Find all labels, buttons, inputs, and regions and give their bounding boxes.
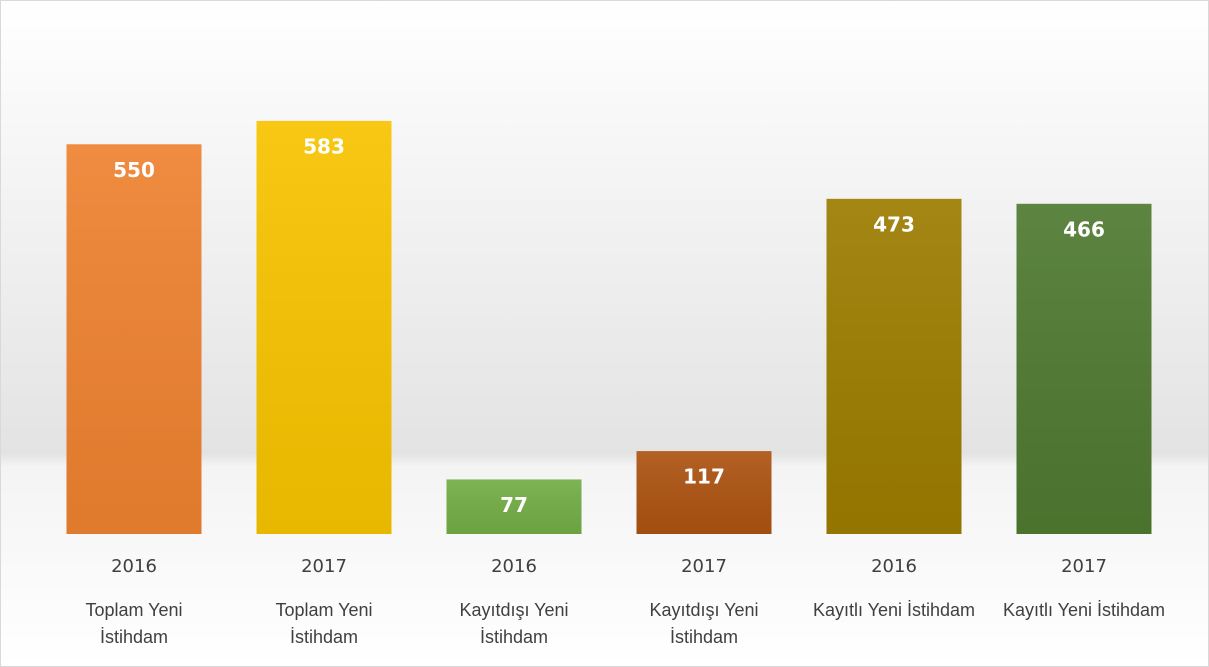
bar-shade (256, 120, 392, 534)
group-label: Kayıtlı Yeni İstihdam (812, 600, 976, 620)
bar-shade (446, 479, 582, 534)
group-label: Kayıtlı Yeni İstihdam (1002, 600, 1166, 620)
x-tick-label: 2017 (681, 556, 727, 577)
bar-shade (1016, 203, 1152, 534)
group-label: Toplam Yeni İstihdam (275, 600, 373, 647)
x-tick-label: 2016 (491, 556, 537, 577)
x-tick-label: 2016 (111, 556, 157, 577)
bar-shade (66, 144, 202, 535)
x-tick-label: 2017 (301, 556, 347, 577)
data-label: 473 (873, 212, 915, 236)
data-label: 117 (683, 465, 725, 489)
x-tick-label: 2016 (871, 556, 917, 577)
data-label: 583 (303, 134, 345, 158)
x-tick-label: 2017 (1061, 556, 1107, 577)
group-label: Toplam Yeni İstihdam (85, 600, 183, 647)
bar-shade (636, 451, 772, 534)
group-label: Kayıtdışı Yeni İstihdam (649, 600, 759, 647)
group-label: Kayıtdışı Yeni İstihdam (459, 600, 569, 647)
data-label: 77 (500, 493, 528, 517)
data-label: 550 (113, 158, 155, 182)
data-label: 466 (1063, 217, 1105, 241)
bar-shade (826, 198, 962, 535)
